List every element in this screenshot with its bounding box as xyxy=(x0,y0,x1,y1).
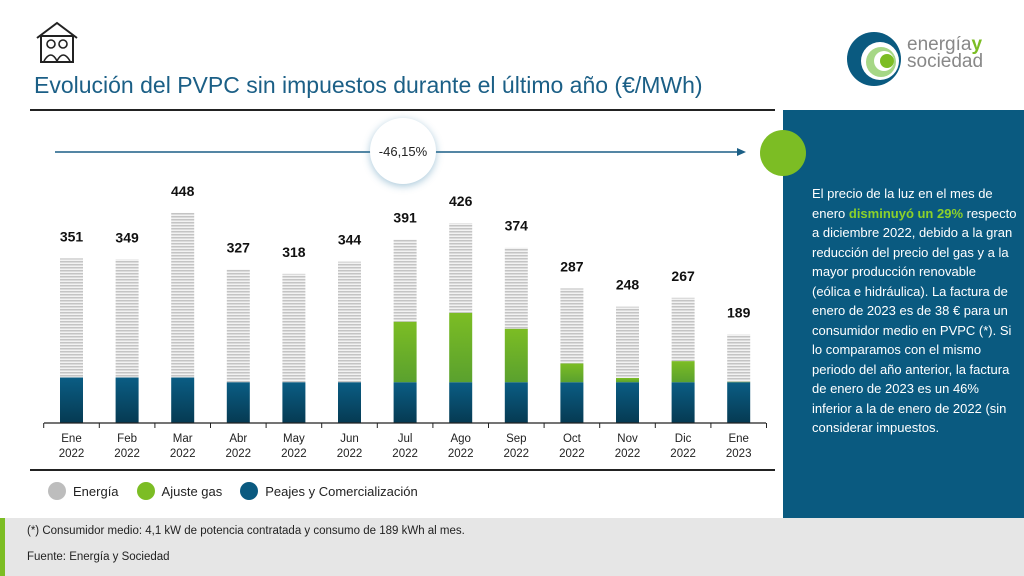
x-tick-label: Jul xyxy=(398,433,413,445)
bar-energia xyxy=(338,261,361,383)
bar-peajes xyxy=(393,382,417,423)
x-tick-label: 2022 xyxy=(114,448,140,460)
bar-peajes xyxy=(560,382,584,423)
bar-energia xyxy=(171,212,195,378)
total-label: 351 xyxy=(60,228,84,244)
legend: Energía Ajuste gas Peajes y Comercializa… xyxy=(48,482,418,500)
bar-energia xyxy=(282,273,306,383)
bar-peajes xyxy=(504,382,528,423)
x-tick-label: 2022 xyxy=(448,448,474,460)
x-tick-label: Sep xyxy=(506,433,526,445)
title-divider xyxy=(30,109,775,111)
total-label: 374 xyxy=(505,218,529,234)
bar-ajuste-gas xyxy=(504,328,528,383)
legend-swatch xyxy=(240,482,259,500)
x-tick-label: 2022 xyxy=(281,448,307,460)
bar-energia xyxy=(449,223,473,313)
info-panel xyxy=(783,110,1024,518)
x-tick-label: Ene xyxy=(61,433,81,445)
bar-ajuste-gas xyxy=(671,361,695,383)
bar-ajuste-gas xyxy=(393,321,417,383)
bar-energia xyxy=(616,306,639,378)
footer-accent xyxy=(0,518,5,576)
x-tick-label: Jun xyxy=(340,433,359,445)
source: Fuente: Energía y Sociedad xyxy=(27,551,170,563)
x-tick-label: Ene xyxy=(728,433,748,445)
x-tick-label: 2022 xyxy=(337,448,363,460)
bar-energia xyxy=(60,258,83,378)
bar-peajes xyxy=(171,377,195,423)
bar-ajuste-gas xyxy=(616,377,639,383)
total-label: 248 xyxy=(616,277,640,293)
legend-swatch xyxy=(48,482,66,500)
bar-energia xyxy=(504,247,528,329)
legend-label: Peajes y Comercialización xyxy=(265,483,418,499)
bar-ajuste-gas xyxy=(449,312,473,383)
legend-label: Energía xyxy=(73,483,119,499)
bar-energia xyxy=(115,259,139,378)
panel-accent-dot xyxy=(760,130,806,176)
total-label: 318 xyxy=(282,244,306,260)
bar-peajes xyxy=(671,382,695,423)
total-label: 287 xyxy=(560,258,584,274)
bar-energia xyxy=(560,288,584,364)
bar-energia xyxy=(727,334,751,382)
logo-mark xyxy=(846,31,902,92)
legend-swatch xyxy=(136,482,155,500)
x-tick-label: Nov xyxy=(617,433,638,445)
trend-arrow-head xyxy=(737,148,746,156)
bar-energia xyxy=(671,297,695,362)
bar-peajes xyxy=(226,382,250,423)
x-tick-label: 2022 xyxy=(59,448,85,460)
x-tick-label: Dic xyxy=(675,433,692,445)
footnote: (*) Consumidor medio: 4,1 kW de potencia… xyxy=(27,525,465,537)
total-label: 426 xyxy=(449,193,473,209)
x-tick-label: 2022 xyxy=(170,448,196,460)
footer xyxy=(0,518,1024,576)
x-tick-label: Mar xyxy=(173,433,193,445)
legend-label: Ajuste gas xyxy=(161,483,223,499)
legend-ajuste-gas: Ajuste gas xyxy=(136,482,223,500)
x-tick-label: 2022 xyxy=(670,448,696,460)
x-tick-label: May xyxy=(283,433,305,445)
total-label: 344 xyxy=(338,232,362,248)
legend-peajes: Peajes y Comercialización xyxy=(240,482,418,500)
total-label: 327 xyxy=(227,240,251,256)
total-label: 391 xyxy=(393,210,417,226)
total-label: 189 xyxy=(727,304,751,320)
legend-energia: Energía xyxy=(48,482,119,500)
bar-peajes xyxy=(338,382,361,423)
x-tick-label: 2022 xyxy=(504,448,530,460)
x-tick-label: 2023 xyxy=(726,448,752,460)
bar-peajes xyxy=(616,382,639,423)
x-tick-label: 2022 xyxy=(615,448,641,460)
x-tick-label: 2022 xyxy=(559,448,585,460)
bar-energia xyxy=(393,239,417,322)
logo-text: energíay sociedad xyxy=(907,34,984,72)
x-tick-label: Ago xyxy=(450,433,470,445)
bar-peajes xyxy=(60,377,83,423)
change-badge: -46,15% xyxy=(370,118,436,184)
bar-peajes xyxy=(727,382,751,423)
x-tick-label: Feb xyxy=(117,433,137,445)
total-label: 349 xyxy=(115,229,139,245)
total-label: 267 xyxy=(671,268,695,284)
bar-ajuste-gas xyxy=(560,363,584,383)
house-family-icon xyxy=(35,20,79,69)
x-tick-label: 2022 xyxy=(226,448,252,460)
page-title: Evolución del PVPC sin impuestos durante… xyxy=(34,72,703,98)
x-tick-label: 2022 xyxy=(392,448,418,460)
x-tick-label: Abr xyxy=(229,433,247,445)
chart-divider xyxy=(30,469,775,471)
info-panel-text: El precio de la luz en el mes de enero d… xyxy=(812,186,1017,435)
bar-peajes xyxy=(282,382,306,423)
bar-energia xyxy=(226,269,250,383)
x-tick-label: Oct xyxy=(563,433,582,445)
total-label: 448 xyxy=(171,183,195,199)
bar-peajes xyxy=(115,377,139,423)
bar-peajes xyxy=(449,382,473,423)
